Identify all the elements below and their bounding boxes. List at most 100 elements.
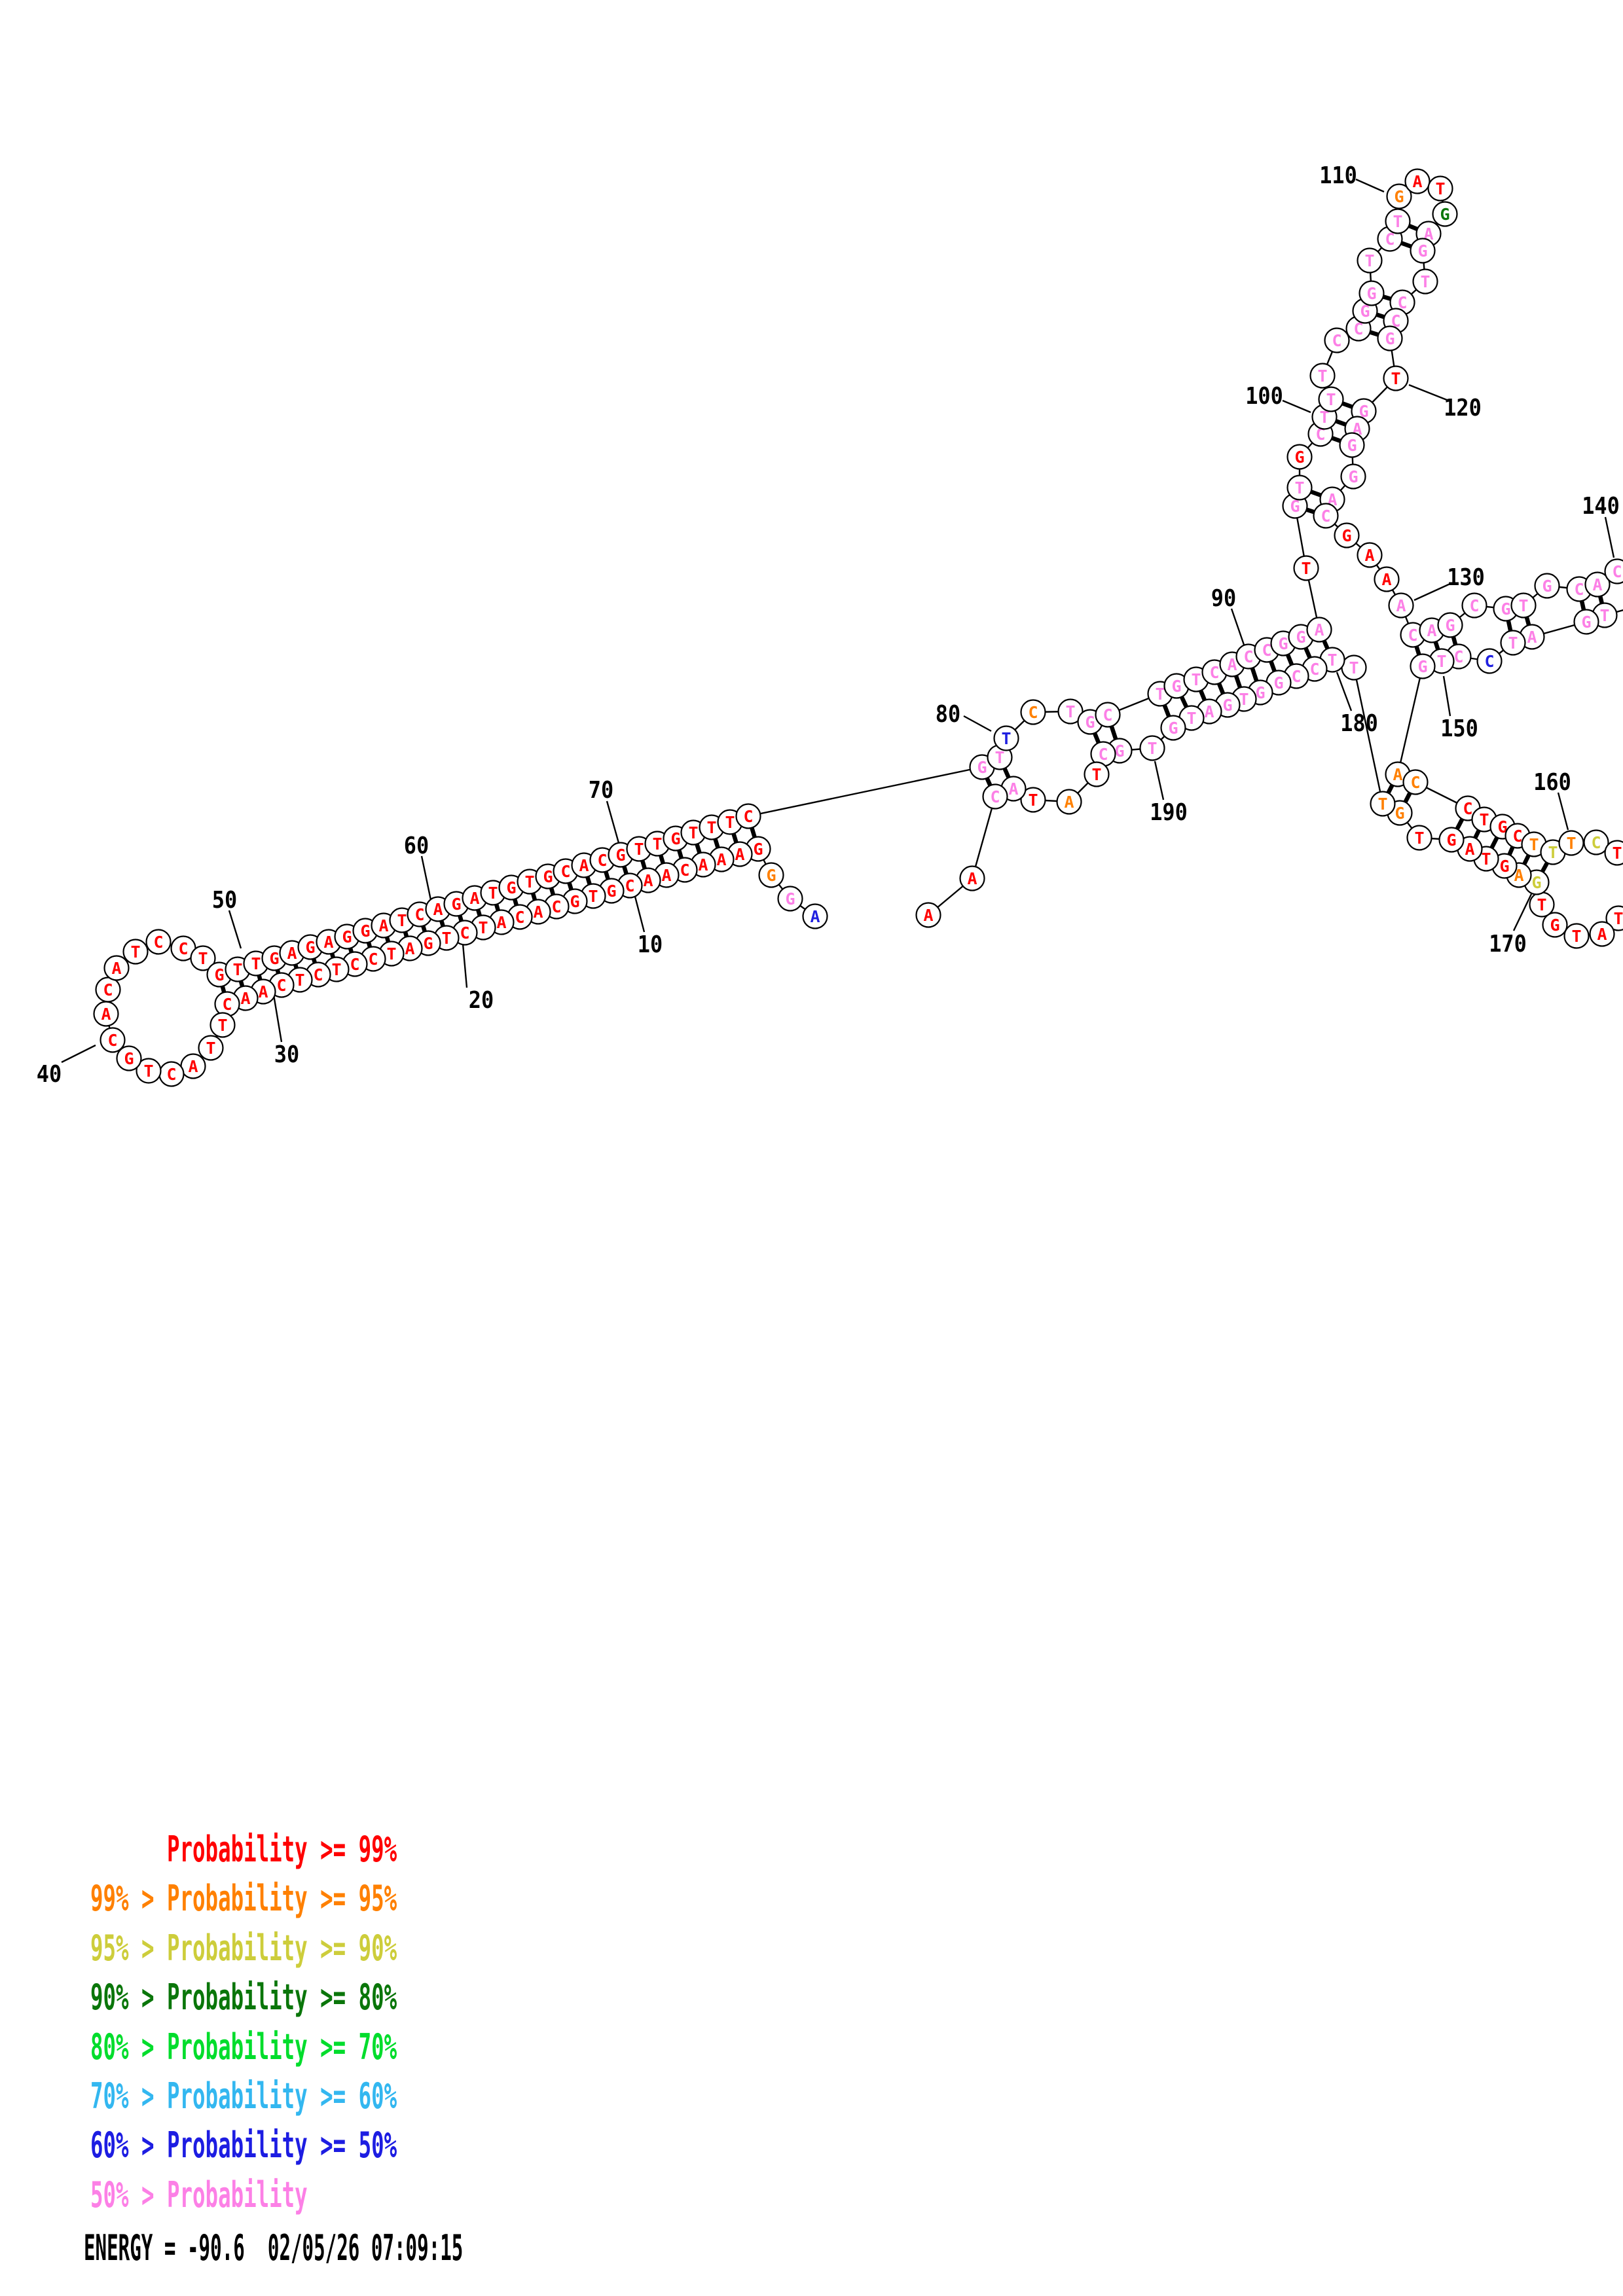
nucleotide-letter: A bbox=[1008, 780, 1018, 798]
position-label: 20 bbox=[469, 987, 494, 1014]
nucleotide-node bbox=[993, 725, 1019, 751]
position-label-pointer bbox=[1355, 178, 1385, 193]
nucleotide-letter: G bbox=[1385, 329, 1395, 348]
legend-row-prob-90-95: 95% > Probability >= 90% bbox=[90, 1927, 397, 1969]
nucleotide-letter: G bbox=[1114, 742, 1124, 761]
nucleotide-node bbox=[1385, 208, 1411, 234]
nucleotide-node bbox=[1500, 630, 1526, 656]
nucleotide-node bbox=[1604, 840, 1623, 866]
backbone-edge bbox=[1396, 666, 1424, 775]
nucleotide-letter: G bbox=[1394, 187, 1404, 206]
position-label: 110 bbox=[1319, 162, 1357, 189]
nucleotide-letter: T bbox=[1294, 478, 1304, 497]
position-label: 150 bbox=[1440, 715, 1478, 742]
nucleotide-letter: C bbox=[1484, 652, 1494, 671]
nucleotide-node bbox=[1324, 327, 1350, 353]
nucleotide-letter: T bbox=[688, 823, 698, 842]
nucleotide-letter: T bbox=[1571, 927, 1581, 946]
probability-legend: Probability >= 99% 99% > Probability >= … bbox=[90, 1825, 601, 2219]
nucleotide-node bbox=[959, 865, 985, 891]
nucleotide-letter: T bbox=[634, 840, 644, 859]
position-label-pointer bbox=[228, 910, 242, 949]
nucleotide-letter: A bbox=[1592, 575, 1602, 594]
nucleotide-letter: T bbox=[1613, 909, 1623, 928]
nucleotide-letter: C bbox=[276, 976, 286, 995]
nucleotide-node bbox=[777, 886, 803, 912]
nucleotide-node bbox=[1583, 829, 1609, 855]
position-label-pointer bbox=[462, 943, 468, 988]
nucleotide-letter: T bbox=[143, 1062, 153, 1081]
nucleotide-node bbox=[1084, 761, 1110, 787]
nucleotide-letter: G bbox=[423, 934, 433, 953]
nucleotide-letter: A bbox=[111, 959, 121, 978]
position-label: 130 bbox=[1447, 564, 1485, 591]
nucleotide-node bbox=[1370, 791, 1396, 817]
nucleotide-letter: T bbox=[488, 884, 498, 903]
nucleotide-letter: G bbox=[1497, 817, 1507, 836]
nucleotide-node bbox=[1340, 463, 1366, 490]
nucleotide-letter: T bbox=[1537, 895, 1546, 914]
nucleotide-letter: T bbox=[1566, 834, 1576, 853]
nucleotide-letter: T bbox=[295, 971, 304, 990]
nucleotide-letter: C bbox=[1453, 647, 1463, 666]
nucleotide-letter: G bbox=[1222, 696, 1232, 715]
nucleotide-node bbox=[1432, 201, 1458, 227]
legend-row-prob-lt-50: 50% > Probability bbox=[90, 2174, 308, 2215]
nucleotide-letter: C bbox=[551, 897, 561, 916]
nucleotide-letter: T bbox=[232, 960, 242, 979]
nucleotide-node bbox=[190, 945, 216, 971]
position-label-pointer bbox=[1154, 761, 1165, 800]
nucleotide-letter: C bbox=[990, 787, 1000, 806]
position-label-pointer bbox=[1336, 672, 1353, 711]
nucleotide-letter: T bbox=[1147, 739, 1157, 758]
nucleotide-letter: C bbox=[1469, 596, 1479, 615]
position-label: 100 bbox=[1245, 383, 1283, 410]
nucleotide-letter: G bbox=[1445, 616, 1455, 635]
position-label: 140 bbox=[1582, 493, 1620, 520]
nucleotide-letter: G bbox=[1359, 402, 1368, 421]
nucleotide-letter: A bbox=[716, 850, 726, 869]
nucleotide-node bbox=[1437, 612, 1463, 638]
nucleotide-node bbox=[1534, 573, 1560, 599]
nucleotide-node bbox=[136, 1058, 162, 1084]
nucleotide-letter: G bbox=[1255, 683, 1265, 702]
nucleotide-letter: C bbox=[222, 995, 232, 1014]
nucleotide-letter: T bbox=[652, 834, 662, 853]
nucleotide-letter: T bbox=[1364, 251, 1374, 270]
nucleotide-letter: A bbox=[1393, 765, 1402, 784]
nucleotide-letter: G bbox=[342, 927, 352, 946]
nucleotide-letter: C bbox=[166, 1065, 176, 1084]
position-label: 120 bbox=[1444, 395, 1482, 422]
nucleotide-node bbox=[1318, 386, 1344, 412]
nucleotide-letter: C bbox=[1262, 641, 1271, 660]
nucleotide-letter: T bbox=[1155, 685, 1165, 704]
nucleotide-letter: A bbox=[433, 900, 443, 919]
nucleotide-node bbox=[1461, 592, 1487, 619]
nucleotide-node bbox=[1410, 653, 1436, 679]
nucleotide-node bbox=[1293, 555, 1319, 581]
nucleotide-node bbox=[116, 1045, 142, 1071]
nucleotide-letter: A bbox=[810, 907, 820, 926]
legend-row-prob-70-80: 80% > Probability >= 70% bbox=[90, 2026, 397, 2068]
nucleotide-letter: T bbox=[1349, 658, 1359, 677]
nucleotide-letter: C bbox=[625, 876, 634, 895]
nucleotide-node bbox=[122, 939, 149, 965]
nucleotide-letter: C bbox=[107, 1031, 117, 1050]
nucleotide-node bbox=[1286, 475, 1313, 501]
nucleotide-letter: C bbox=[178, 939, 188, 958]
nucleotide-node bbox=[1056, 789, 1082, 815]
nucleotide-node bbox=[1139, 735, 1165, 761]
nucleotide-letter: A bbox=[1204, 702, 1214, 721]
nucleotide-letter: T bbox=[1301, 559, 1311, 578]
nucleotide-letter: G bbox=[1296, 628, 1305, 647]
nucleotide-letter: T bbox=[1001, 729, 1011, 748]
nucleotide-node bbox=[1020, 699, 1046, 725]
nucleotide-letter: A bbox=[101, 1005, 111, 1024]
legend-row-prob-80-90: 90% > Probability >= 80% bbox=[90, 1977, 397, 2018]
nucleotide-node bbox=[1412, 268, 1438, 295]
position-label-pointer bbox=[1413, 582, 1452, 601]
nucleotide-letter: C bbox=[1408, 626, 1417, 645]
nucleotide-letter: A bbox=[579, 856, 589, 875]
nucleotide-node bbox=[1589, 921, 1615, 947]
